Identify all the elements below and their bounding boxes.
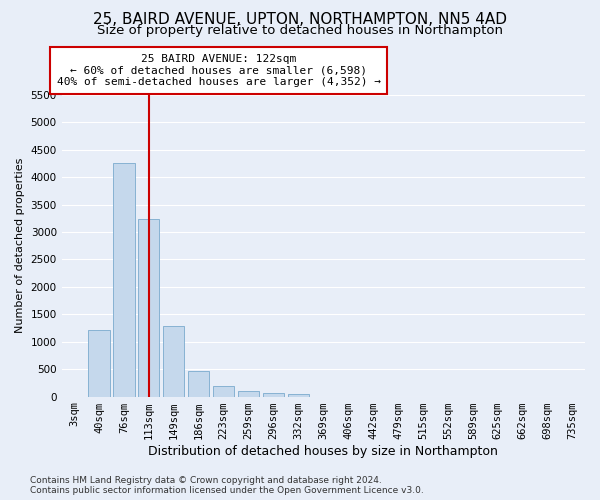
Bar	[188, 371, 209, 396]
Text: 25, BAIRD AVENUE, UPTON, NORTHAMPTON, NN5 4AD: 25, BAIRD AVENUE, UPTON, NORTHAMPTON, NN…	[93, 12, 507, 28]
Text: Contains HM Land Registry data © Crown copyright and database right 2024.
Contai: Contains HM Land Registry data © Crown c…	[30, 476, 424, 495]
Bar	[213, 386, 234, 396]
Bar	[88, 330, 110, 396]
Bar	[263, 394, 284, 396]
Bar	[138, 220, 160, 396]
Text: Size of property relative to detached houses in Northampton: Size of property relative to detached ho…	[97, 24, 503, 37]
Text: 25 BAIRD AVENUE: 122sqm
← 60% of detached houses are smaller (6,598)
40% of semi: 25 BAIRD AVENUE: 122sqm ← 60% of detache…	[56, 54, 380, 88]
Bar	[238, 391, 259, 396]
Y-axis label: Number of detached properties: Number of detached properties	[15, 158, 25, 334]
Bar	[288, 394, 309, 396]
X-axis label: Distribution of detached houses by size in Northampton: Distribution of detached houses by size …	[148, 444, 498, 458]
Bar	[163, 326, 184, 396]
Bar	[113, 164, 134, 396]
